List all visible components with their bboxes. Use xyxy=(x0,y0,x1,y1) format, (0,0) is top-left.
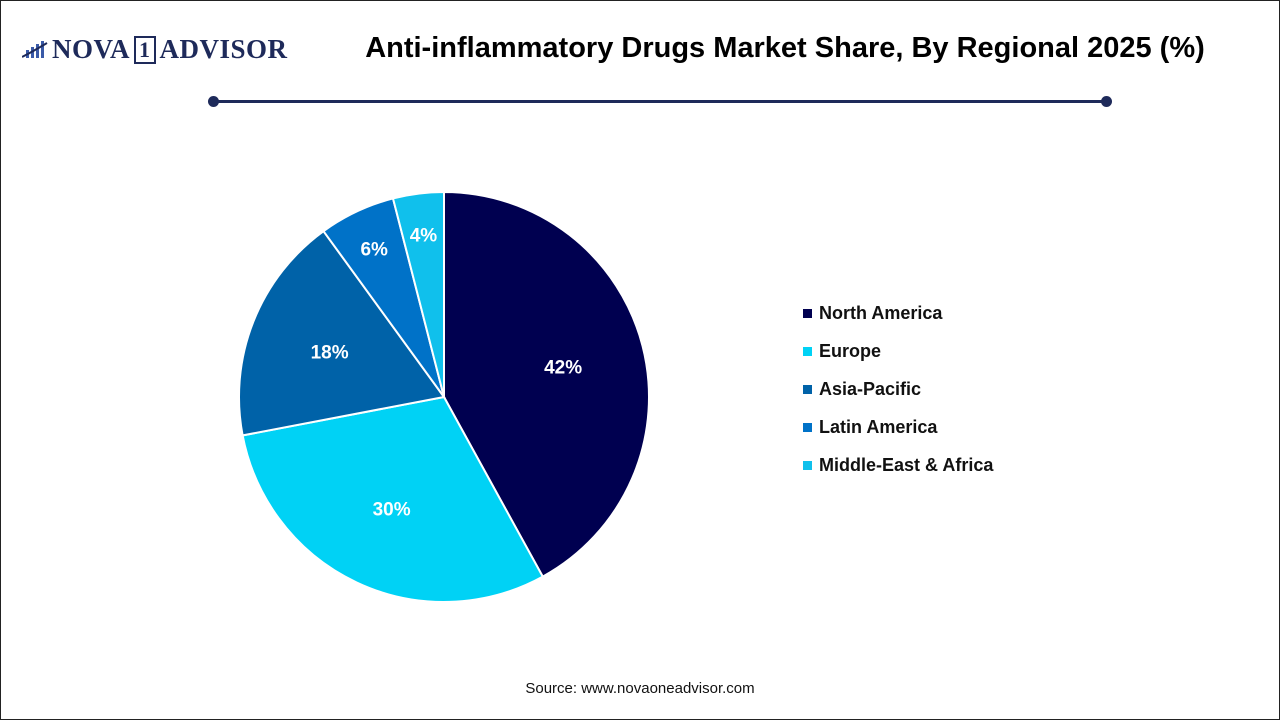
pie-slice-asia-pacific xyxy=(238,229,446,437)
data-label: 18% xyxy=(311,343,349,364)
legend-label: Asia-Pacific xyxy=(819,379,922,399)
pie-slice-north-america xyxy=(443,190,650,579)
legend-swatch xyxy=(803,309,812,318)
legend-label: Middle-East & Africa xyxy=(819,455,994,475)
legend-item: Latin America xyxy=(803,402,993,453)
legend-label: Latin America xyxy=(819,417,938,437)
legend-item: Asia-Pacific xyxy=(803,364,993,415)
legend-swatch xyxy=(803,347,812,356)
data-label: 4% xyxy=(410,225,438,246)
data-label: 30% xyxy=(373,499,411,520)
legend: North America Europe Asia-Pacific Latin Ame… xyxy=(803,288,993,491)
chart-title: Anti-inflammatory Drugs Market Share, By… xyxy=(365,32,1205,64)
divider-dot-left xyxy=(208,96,219,107)
legend-item: Middle-East & Africa xyxy=(803,440,993,491)
logo: NOVA 1 ADVISOR xyxy=(22,34,288,65)
legend-item: North America xyxy=(803,288,993,339)
legend-item: Europe xyxy=(803,326,993,377)
source-note: Source: www.novaoneadvisor.com xyxy=(525,680,755,697)
title-divider xyxy=(213,100,1107,103)
logo-text-2: ADVISOR xyxy=(159,34,288,64)
pie-slice-europe xyxy=(241,395,545,603)
legend-swatch xyxy=(803,385,812,394)
legend-swatch xyxy=(803,461,812,470)
bar-chart-logo-icon xyxy=(22,40,48,58)
divider-dot-right xyxy=(1101,96,1112,107)
legend-label: Europe xyxy=(819,341,882,361)
data-label: 42% xyxy=(544,357,582,378)
pie-slice-middle-east-africa xyxy=(391,190,445,398)
logo-box: 1 xyxy=(134,35,156,64)
legend-label: North America xyxy=(819,303,943,323)
logo-text: NOVA xyxy=(52,34,131,64)
data-label: 6% xyxy=(360,240,388,261)
legend-swatch xyxy=(803,423,812,432)
